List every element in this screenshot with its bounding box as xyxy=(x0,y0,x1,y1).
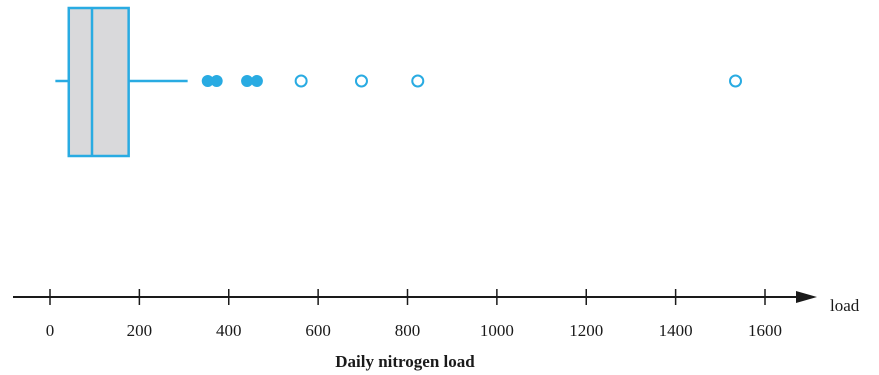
x-axis-arrowhead xyxy=(796,291,817,303)
x-tick-label: 400 xyxy=(216,321,242,340)
x-tick-label: 1400 xyxy=(659,321,693,340)
extreme-outlier-point xyxy=(354,74,368,88)
x-tick-label: 800 xyxy=(395,321,421,340)
mild-outlier-point xyxy=(250,75,263,87)
x-axis-end-label: load xyxy=(830,296,860,315)
x-tick-label: 0 xyxy=(46,321,55,340)
extreme-outlier-point xyxy=(729,74,743,88)
mild-outlier-point xyxy=(210,75,223,87)
x-axis-ticks: 0 200 400 600 800 1000 1200 1400 1600 xyxy=(46,289,782,340)
x-tick-label: 600 xyxy=(305,321,331,340)
extreme-outlier-point xyxy=(294,74,308,88)
plot-layer xyxy=(55,6,743,158)
x-tick-label: 1200 xyxy=(569,321,603,340)
iqr-box xyxy=(67,6,130,158)
x-axis-title: Daily nitrogen load xyxy=(335,352,475,371)
extreme-outlier-point xyxy=(411,74,425,88)
x-tick-label: 1000 xyxy=(480,321,514,340)
x-axis: 0 200 400 600 800 1000 1200 1400 1600 load Daily… xyxy=(13,289,860,371)
x-tick-label: 1600 xyxy=(748,321,782,340)
x-tick-label: 200 xyxy=(127,321,153,340)
